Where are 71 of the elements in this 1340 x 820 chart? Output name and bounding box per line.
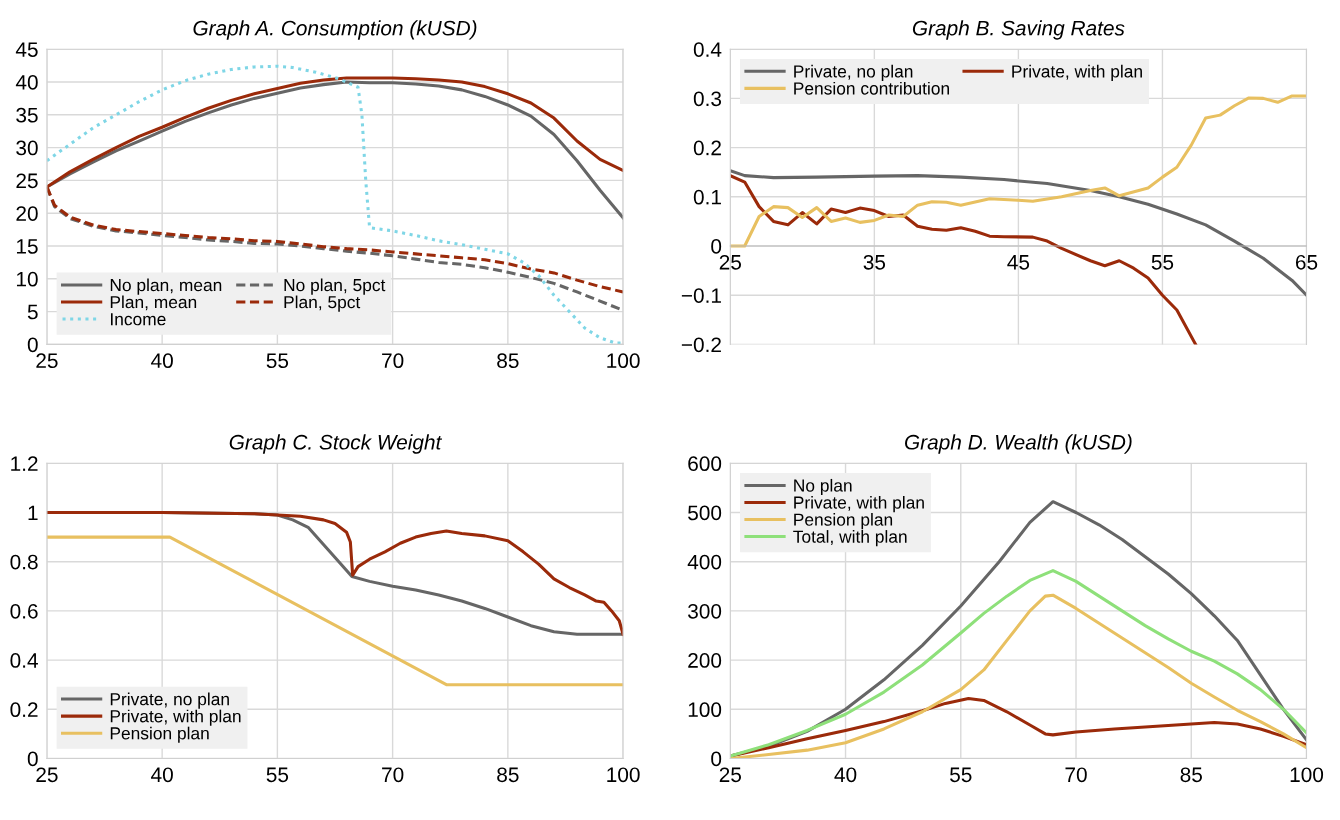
legend-label: Private, no plan xyxy=(110,692,229,709)
x-tick-label: 55 xyxy=(1151,255,1174,270)
y-tick-label: 30 xyxy=(16,140,38,156)
y-tick-label: 0 xyxy=(711,239,722,254)
legend-label: Income xyxy=(111,313,166,326)
y-tick-label: 200 xyxy=(688,653,722,668)
y-tick-label: 0.4 xyxy=(10,653,38,668)
chart-title: Graph D. Wealth (kUSD) xyxy=(905,434,1132,454)
x-tick-label: 55 xyxy=(266,353,289,369)
y-tick-label: −0.1 xyxy=(681,288,721,303)
chart-title: Graph C. Stock Weight xyxy=(229,434,443,454)
y-tick-label: 25 xyxy=(16,173,38,189)
y-tick-label: 40 xyxy=(15,75,38,90)
y-tick-label: 0 xyxy=(711,751,722,767)
x-tick-label: 35 xyxy=(863,254,886,270)
y-tick-label: 0.2 xyxy=(10,702,38,718)
y-tick-label: 1.2 xyxy=(11,456,38,471)
legend-label: No plan xyxy=(794,478,852,496)
y-tick-label: 100 xyxy=(688,702,722,718)
x-tick-label: 40 xyxy=(834,767,857,783)
y-tick-label: 600 xyxy=(688,456,722,472)
y-tick-label: 500 xyxy=(688,505,722,521)
y-tick-label: 45 xyxy=(15,42,38,57)
x-tick-label: 55 xyxy=(266,767,289,783)
legend-label: Pension plan xyxy=(110,726,209,743)
legend-label: Pension plan xyxy=(794,513,893,530)
y-tick-label: 0.2 xyxy=(693,140,721,156)
legend-label: Pension contribution xyxy=(794,81,949,95)
line-series xyxy=(730,94,1307,248)
y-tick-label: 0 xyxy=(27,337,38,353)
x-tick-label: 70 xyxy=(382,767,404,783)
x-tick-label: 45 xyxy=(1007,255,1030,270)
y-tick-label: 10 xyxy=(16,271,38,287)
legend-label: Private, with plan xyxy=(1012,64,1142,82)
chart-title: Graph B. Saving Rates xyxy=(912,20,1125,40)
x-tick-label: 40 xyxy=(151,353,173,369)
y-tick-label: 35 xyxy=(16,107,38,123)
x-tick-label: 85 xyxy=(1180,767,1202,783)
x-tick-label: 40 xyxy=(151,767,173,783)
legend-label: Plan, mean xyxy=(110,295,197,311)
x-tick-label: 100 xyxy=(607,353,640,369)
legend-label: Total, with plan xyxy=(793,530,907,547)
y-tick-label: 0 xyxy=(27,751,38,767)
x-tick-label: 55 xyxy=(950,767,972,783)
x-tick-label: 100 xyxy=(607,767,640,783)
y-tick-label: 0.1 xyxy=(693,189,721,205)
legend-label: Private, no plan xyxy=(794,64,913,82)
y-tick-label: 15 xyxy=(16,239,38,254)
x-tick-label: 85 xyxy=(497,353,519,369)
x-tick-label: 85 xyxy=(497,767,519,783)
y-tick-label: 0.3 xyxy=(693,91,722,107)
y-tick-label: 20 xyxy=(16,206,38,221)
x-tick-label: 65 xyxy=(1295,254,1318,270)
line-series xyxy=(46,510,624,636)
y-tick-label: 0.8 xyxy=(10,554,38,570)
legend-label: No plan, mean xyxy=(110,278,222,295)
y-tick-label: 0.6 xyxy=(10,603,38,619)
legend-label: Private, with plan xyxy=(794,495,924,513)
y-tick-label: 0.4 xyxy=(693,42,722,57)
y-tick-label: 300 xyxy=(688,603,722,619)
y-tick-label: 5 xyxy=(27,304,38,320)
legend-label: No plan, 5pct xyxy=(284,278,386,295)
legend-label: Plan, 5pct xyxy=(284,295,361,312)
x-tick-label: 70 xyxy=(1065,767,1087,783)
y-tick-label: 400 xyxy=(687,554,722,570)
chart-title: Graph A. Consumption (kUSD) xyxy=(193,20,477,40)
x-tick-label: 100 xyxy=(1290,767,1324,783)
x-tick-label: 70 xyxy=(382,353,404,369)
y-tick-label: 1 xyxy=(28,505,38,521)
y-tick-label: −0.2 xyxy=(681,337,721,353)
legend-label: Private, with plan xyxy=(110,709,241,726)
